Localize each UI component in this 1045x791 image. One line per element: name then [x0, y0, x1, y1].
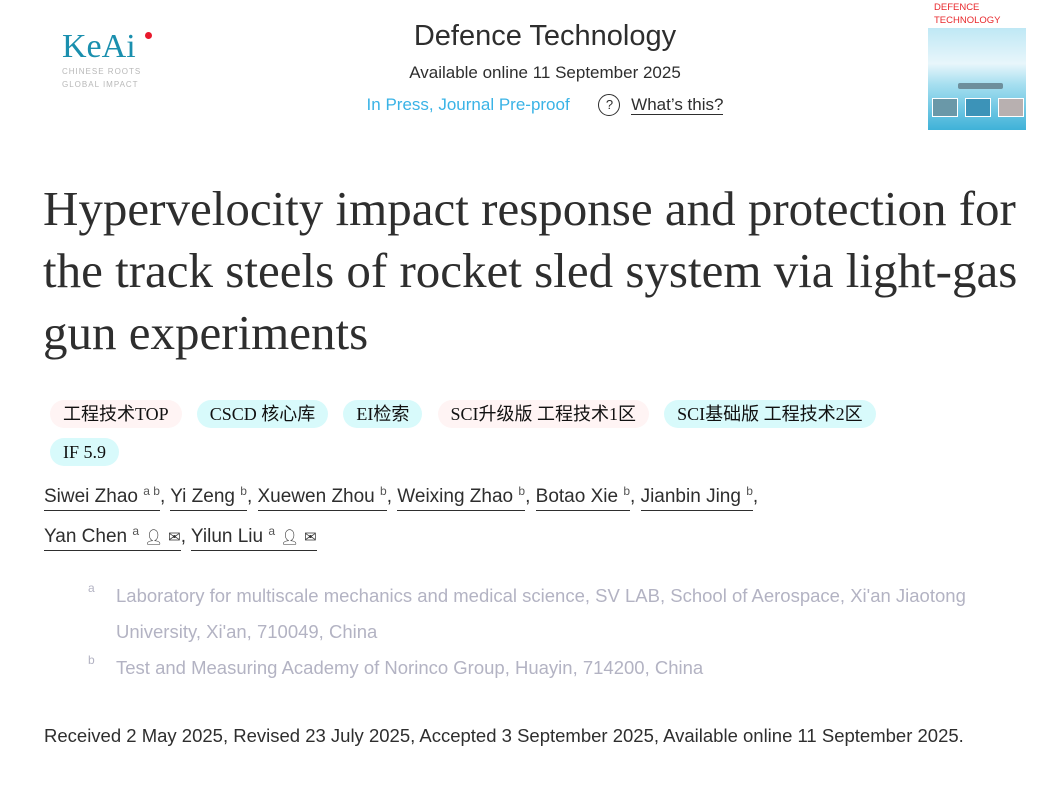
- logo-tagline-1: CHINESE ROOTS: [62, 67, 142, 76]
- author-name: Yilun Liu: [190, 526, 264, 547]
- affiliation-item: b Test and Measuring Academy of Norinco G…: [88, 650, 1008, 686]
- in-press-link[interactable]: In Press, Journal Pre-proof: [366, 95, 570, 114]
- affiliations: a Laboratory for multiscale mechanics and…: [88, 578, 1008, 686]
- author-aff: b: [240, 484, 247, 498]
- author-link[interactable]: Yan Chen a 👤︎ ✉︎: [44, 524, 181, 551]
- author-name: Yi Zeng: [170, 486, 235, 507]
- author-name: Xuewen Zhou: [257, 486, 375, 507]
- author-aff: b: [746, 484, 753, 498]
- author-name: Siwei Zhao: [44, 486, 138, 507]
- logo-tagline-2: GLOBAL IMPACT: [62, 80, 139, 89]
- cover-thumb: [998, 98, 1024, 117]
- envelope-icon: ✉︎: [168, 529, 181, 546]
- cover-title-1: DEFENCE: [934, 2, 980, 13]
- author-link[interactable]: Botao Xie b: [535, 484, 631, 511]
- author-name: Yan Chen: [44, 526, 128, 547]
- affiliation-item: a Laboratory for multiscale mechanics and…: [88, 578, 1008, 650]
- journal-title[interactable]: Defence Technology: [413, 20, 677, 52]
- badge: SCI升级版 工程技术1区: [437, 400, 650, 428]
- whats-this-link[interactable]: What’s this?: [631, 95, 724, 115]
- badge: SCI基础版 工程技术2区: [664, 400, 876, 428]
- author-aff: b: [380, 484, 387, 498]
- article-title: Hypervelocity impact response and protec…: [43, 181, 1018, 360]
- cover-thumb: [932, 98, 958, 117]
- badge: 工程技术TOP: [50, 400, 182, 428]
- person-icon: 👤︎: [280, 529, 300, 546]
- logo-text: KeAi: [62, 28, 136, 65]
- affiliation-text: Test and Measuring Academy of Norinco Gr…: [116, 657, 704, 678]
- author-name: Weixing Zhao: [397, 486, 514, 507]
- envelope-icon: ✉︎: [304, 529, 317, 546]
- journal-cover[interactable]: DEFENCE TECHNOLOGY: [928, 0, 1026, 130]
- author-list: Siwei Zhao a b, Yi Zeng b, Xuewen Zhou b…: [44, 474, 1004, 555]
- cover-title-2: TECHNOLOGY: [934, 15, 1001, 26]
- author-aff: a b: [143, 484, 160, 498]
- author-link[interactable]: Yilun Liu a 👤︎ ✉︎: [190, 524, 317, 551]
- author-link[interactable]: Jianbin Jing b: [640, 484, 753, 511]
- article-status: In Press, Journal Pre-proof ? What’s thi…: [300, 90, 790, 120]
- available-online: Available online 11 September 2025: [409, 63, 681, 82]
- author-name: Jianbin Jing: [640, 486, 741, 507]
- cover-image: [928, 28, 1026, 130]
- badge: EI检索: [343, 400, 423, 428]
- author-link[interactable]: Siwei Zhao a b: [44, 484, 160, 511]
- author-name: Botao Xie: [535, 486, 619, 507]
- author-aff: b: [623, 484, 631, 498]
- affiliation-label: b: [88, 653, 95, 667]
- author-link[interactable]: Xuewen Zhou b: [257, 484, 387, 511]
- author-link[interactable]: Yi Zeng b: [170, 484, 247, 511]
- person-icon: 👤︎: [144, 529, 164, 546]
- badge: CSCD 核心库: [196, 400, 329, 428]
- author-aff: a: [132, 524, 140, 538]
- keai-logo[interactable]: KeAi CHINESE ROOTS GLOBAL IMPACT: [62, 30, 152, 90]
- author-aff: a: [268, 524, 276, 538]
- journal-header: Defence Technology Available online 11 S…: [300, 16, 790, 120]
- cover-ship-shape: [958, 83, 1003, 89]
- author-aff: b: [518, 484, 526, 498]
- cover-thumb: [965, 98, 991, 117]
- author-link[interactable]: Weixing Zhao b: [397, 484, 526, 511]
- affiliation-text: Laboratory for multiscale mechanics and …: [116, 585, 966, 642]
- logo-dot: [145, 32, 152, 39]
- badge-list: 工程技术TOP CSCD 核心库 EI检索 SCI升级版 工程技术1区 SCI基…: [50, 400, 1010, 476]
- badge: IF 5.9: [50, 438, 120, 466]
- article-history: Received 2 May 2025, Revised 23 July 202…: [44, 725, 964, 746]
- question-circle-icon[interactable]: ?: [598, 94, 621, 116]
- affiliation-label: a: [88, 581, 95, 595]
